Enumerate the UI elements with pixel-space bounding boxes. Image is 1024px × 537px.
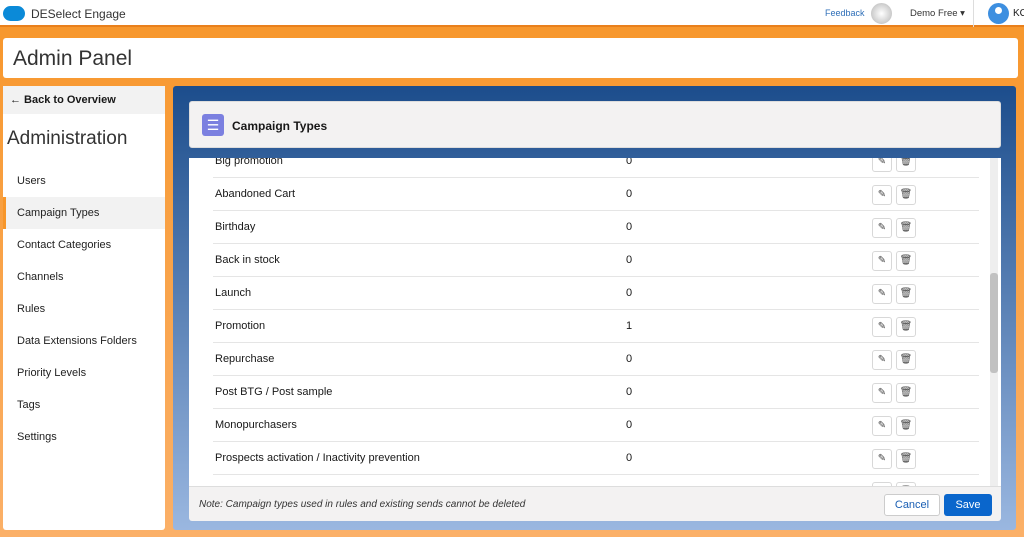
card-header: ☰ Campaign Types [189, 101, 1001, 148]
sidebar-item-channels[interactable]: Channels [17, 271, 64, 283]
sidebar: ← Back to Overview Administration Users C… [3, 86, 165, 530]
sidebar-item-users[interactable]: Users [17, 175, 46, 187]
campaign-type-name: Launch [215, 287, 252, 299]
app-name: DESelect Engage [31, 7, 126, 21]
table-row: Repurchase 0 ✎ 🗑 [213, 343, 979, 376]
trash-icon[interactable]: 🗑 [896, 158, 916, 172]
sidebar-item-data-extensions-folders[interactable]: Data Extensions Folders [17, 335, 137, 347]
trash-icon[interactable]: 🗑 [896, 350, 916, 370]
table-row: Monopurchasers 0 ✎ 🗑 [213, 409, 979, 442]
sidebar-item-tags[interactable]: Tags [17, 399, 41, 411]
trash-icon[interactable]: 🗑 [896, 251, 916, 271]
edit-icon[interactable]: ✎ [872, 383, 892, 403]
usage-count: 0 [626, 254, 633, 266]
edit-icon[interactable]: ✎ [872, 449, 892, 469]
divider [973, 0, 974, 27]
usage-count: 0 [626, 452, 633, 464]
trash-icon[interactable]: 🗑 [896, 482, 916, 486]
sidebar-item-campaign-types[interactable]: Campaign Types [3, 197, 165, 229]
top-bar: DESelect Engage Feedback Demo Free ▾ KC [0, 0, 1024, 27]
table-row: Launch 0 ✎ 🗑 [213, 277, 979, 310]
card-title: Campaign Types [232, 119, 328, 133]
campaign-type-name: Monopurchasers [215, 419, 297, 431]
footer-note: Note: Campaign types used in rules and e… [199, 499, 526, 510]
campaign-type-name: Birthday [215, 221, 256, 233]
sidebar-item-settings[interactable]: Settings [17, 431, 57, 443]
trash-icon[interactable]: 🗑 [896, 218, 916, 238]
trash-icon[interactable]: 🗑 [896, 185, 916, 205]
org-avatar [871, 3, 892, 24]
page-header: Admin Panel [3, 38, 1018, 78]
edit-icon[interactable]: ✎ [872, 185, 892, 205]
usage-count: 0 [626, 287, 633, 299]
usage-count: 0 [626, 386, 633, 398]
user-initials[interactable]: KC [1013, 8, 1024, 19]
campaign-types-table: Big promotion 0 ✎ 🗑 Abandoned Cart 0 ✎ 🗑 Birthda… [189, 158, 1001, 486]
campaign-type-name: Promotion [215, 320, 266, 332]
scrollbar[interactable] [990, 158, 998, 486]
org-dropdown[interactable]: Demo Free ▾ [910, 8, 965, 19]
sidebar-heading: Administration [7, 128, 128, 149]
sidebar-item-contact-categories[interactable]: Contact Categories [17, 239, 112, 251]
campaign-type-name: Post BTG / Post sample [215, 386, 333, 398]
trash-icon[interactable]: 🗑 [896, 449, 916, 469]
campaign-type-name: Repurchase [215, 353, 275, 365]
edit-icon[interactable]: ✎ [872, 482, 892, 486]
campaign-type-name: Prospects activation / Inactivity preven… [215, 452, 420, 464]
user-avatar-icon[interactable] [988, 3, 1009, 24]
card-footer: Note: Campaign types used in rules and e… [189, 486, 1001, 521]
sidebar-item-rules[interactable]: Rules [17, 303, 46, 315]
main-panel: ☰ Campaign Types Big promotion 0 ✎ 🗑 Abandon… [173, 86, 1016, 530]
feedback-link[interactable]: Feedback [825, 8, 865, 18]
edit-icon[interactable]: ✎ [872, 350, 892, 370]
edit-icon[interactable]: ✎ [872, 317, 892, 337]
edit-icon[interactable]: ✎ [872, 284, 892, 304]
sidebar-item-priority-levels[interactable]: Priority Levels [17, 367, 87, 379]
table-row: Prospects activation / Inactivity preven… [213, 442, 979, 475]
trash-icon[interactable]: 🗑 [896, 383, 916, 403]
save-button[interactable]: Save [944, 494, 992, 516]
table-row: Back in stock 0 ✎ 🗑 [213, 244, 979, 277]
scrollbar-thumb[interactable] [990, 273, 998, 373]
edit-icon[interactable]: ✎ [872, 416, 892, 436]
campaign-type-name: Big promotion [215, 158, 283, 167]
back-to-overview-link[interactable]: ← Back to Overview [3, 86, 165, 114]
table-row: Promotion 1 ✎ 🗑 [213, 310, 979, 343]
campaign-type-name: Abandoned Cart [215, 188, 296, 200]
usage-count: 0 [626, 188, 633, 200]
trash-icon[interactable]: 🗑 [896, 317, 916, 337]
usage-count: 0 [626, 419, 633, 431]
usage-count: 0 [626, 158, 633, 167]
table-row: ✎🗑 [213, 475, 979, 486]
table-row: Big promotion 0 ✎ 🗑 [213, 158, 979, 178]
usage-count: 1 [626, 320, 633, 332]
edit-icon[interactable]: ✎ [872, 251, 892, 271]
page-title: Admin Panel [13, 47, 133, 70]
table-row: Post BTG / Post sample 0 ✎ 🗑 [213, 376, 979, 409]
edit-icon[interactable]: ✎ [872, 158, 892, 172]
salesforce-cloud-logo [3, 6, 25, 21]
usage-count: 0 [626, 221, 633, 233]
edit-icon[interactable]: ✎ [872, 218, 892, 238]
table-row: Birthday 0 ✎ 🗑 [213, 211, 979, 244]
campaign-type-name: Back in stock [215, 254, 280, 266]
trash-icon[interactable]: 🗑 [896, 416, 916, 436]
usage-count: 0 [626, 353, 633, 365]
cancel-button[interactable]: Cancel [884, 494, 940, 516]
trash-icon[interactable]: 🗑 [896, 284, 916, 304]
table-row: Abandoned Cart 0 ✎ 🗑 [213, 178, 979, 211]
list-icon: ☰ [202, 114, 224, 136]
